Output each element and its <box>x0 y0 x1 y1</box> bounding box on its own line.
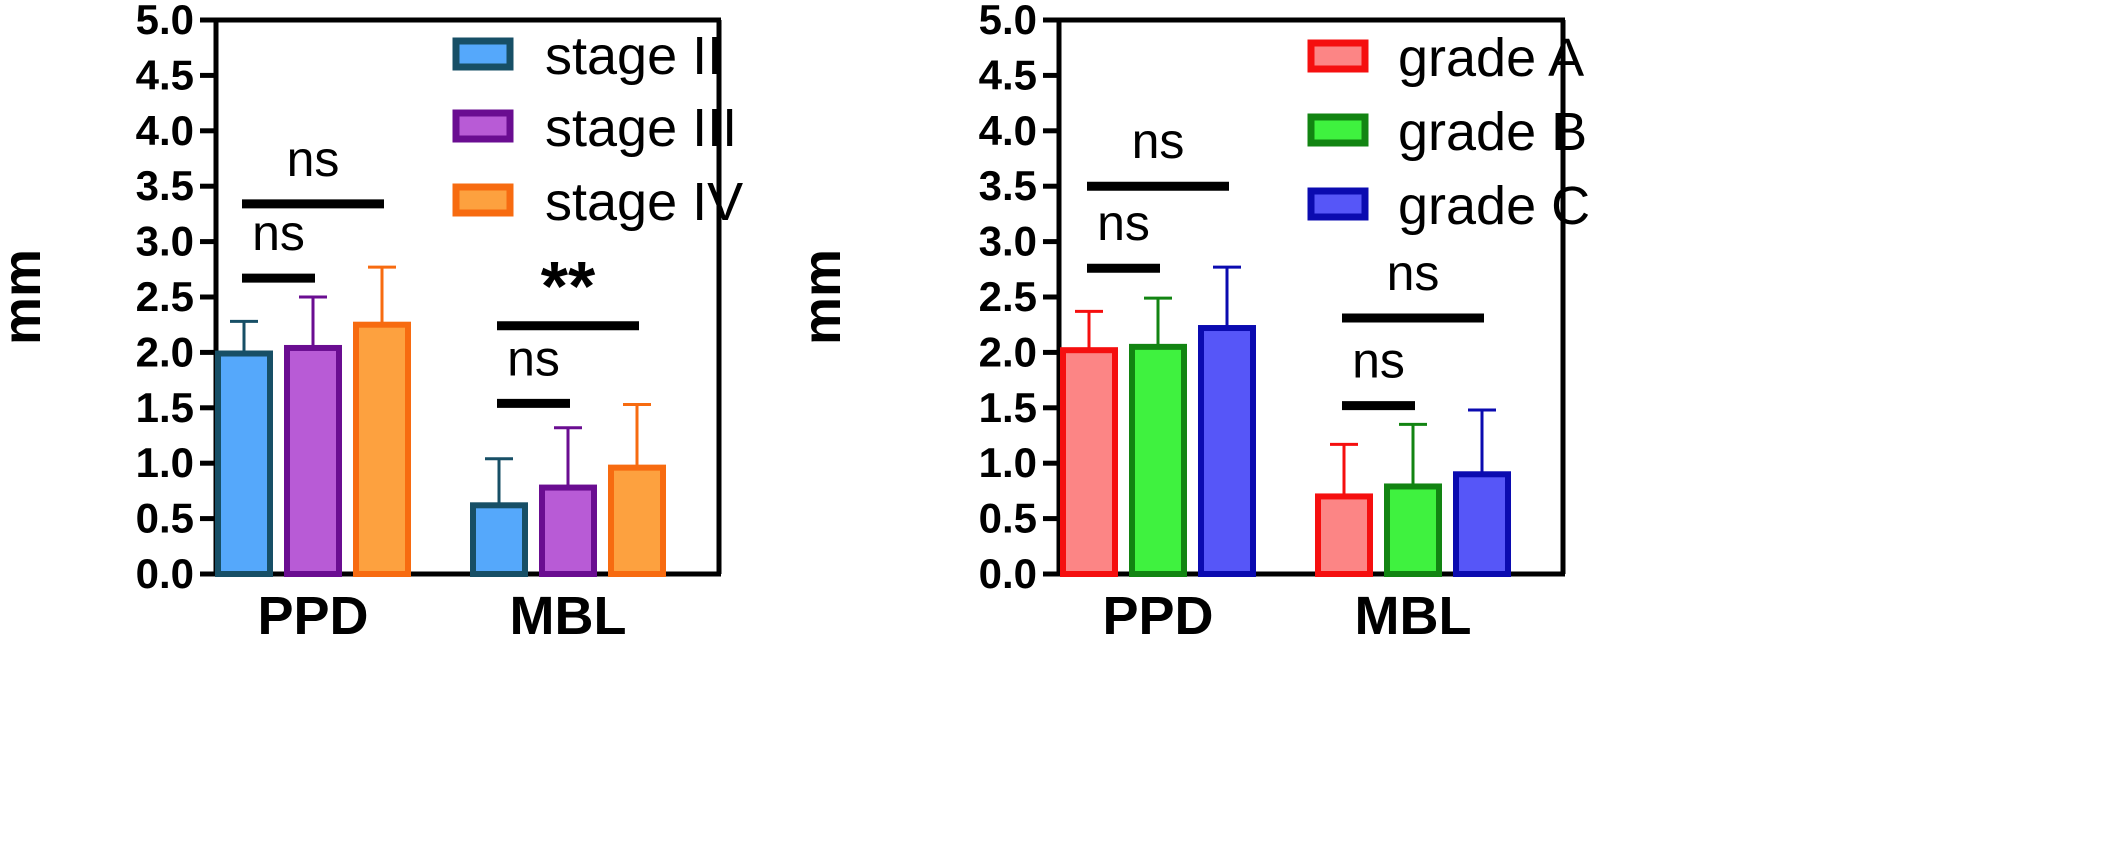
legend-label: grade B <box>1398 102 1587 162</box>
bar-stage-III-MBL <box>539 484 597 577</box>
bar-stage-III-PPD <box>284 344 342 577</box>
y-tick-label: 2.5 <box>136 273 194 320</box>
bar-stage-II-MBL <box>470 502 528 577</box>
y-tick-label: 4.5 <box>136 51 194 98</box>
legend-swatch <box>1307 39 1369 73</box>
legend-swatch <box>452 109 514 143</box>
legend-swatch <box>1307 113 1369 147</box>
legend-label: grade C <box>1398 176 1590 236</box>
significance-label: ns <box>287 131 340 187</box>
y-tick-label: 0.5 <box>136 495 194 542</box>
y-tick-label: 5.0 <box>979 0 1037 43</box>
bar-grade-C-MBL <box>1453 471 1511 577</box>
y-tick-label: 0.0 <box>979 550 1037 597</box>
chart-panel-1: 0.0 0.5 1.0 1.5 2.0 2.5 3.0 3.5 4.0 4.5 5.0 mm PPD MB… <box>0 0 743 646</box>
bar-stage-IV-PPD <box>353 321 411 578</box>
y-tick-label: 4.0 <box>979 107 1037 154</box>
y-tick-label: 1.0 <box>979 439 1037 486</box>
legend-label: stage II <box>545 26 722 86</box>
y-tick-label: 3.0 <box>136 218 194 265</box>
significance-label: ns <box>1097 195 1150 251</box>
y-axis-label: mm <box>792 249 852 345</box>
significance-label: ns <box>507 330 560 386</box>
y-tick-label: 0.0 <box>136 550 194 597</box>
y-tick-label: 4.5 <box>979 51 1037 98</box>
bar-grade-A-MBL <box>1315 493 1373 577</box>
bar-grade-B-MBL <box>1384 483 1442 577</box>
bar-stage-II-PPD <box>215 350 273 577</box>
y-tick-label: 0.5 <box>979 495 1037 542</box>
chart-panel-2: 0.0 0.5 1.0 1.5 2.0 2.5 3.0 3.5 4.0 4.5 5.0 mm PPD MB… <box>792 0 1590 646</box>
bar-grade-A-PPD <box>1060 347 1118 577</box>
legend-swatch <box>452 183 514 217</box>
y-tick-label: 3.5 <box>979 162 1037 209</box>
x-category-label: PPD <box>1102 586 1213 646</box>
significance-label: ns <box>1132 113 1185 169</box>
x-category-label: MBL <box>1355 586 1472 646</box>
bar-stage-IV-MBL <box>608 464 666 577</box>
significance-label: ns <box>252 205 305 261</box>
significance-label: ns <box>1387 245 1440 301</box>
y-tick-label: 1.5 <box>136 384 194 431</box>
y-tick-label: 3.5 <box>136 162 194 209</box>
y-axis-label: mm <box>0 249 52 345</box>
bar-grade-B-PPD <box>1129 343 1187 577</box>
y-tick-label: 2.0 <box>136 328 194 375</box>
bar-grade-C-PPD <box>1198 325 1256 577</box>
y-tick-label: 2.5 <box>979 273 1037 320</box>
y-tick-label: 4.0 <box>136 107 194 154</box>
y-tick-label: 5.0 <box>136 0 194 43</box>
legend-label: stage IV <box>545 172 743 232</box>
y-tick-label: 1.5 <box>979 384 1037 431</box>
y-tick-label: 2.0 <box>979 328 1037 375</box>
legend-swatch <box>452 37 514 71</box>
legend-swatch <box>1307 187 1369 221</box>
y-tick-label: 3.0 <box>979 218 1037 265</box>
significance-label: ** <box>541 247 596 325</box>
legend-label: stage III <box>545 98 737 158</box>
x-category-label: MBL <box>510 586 627 646</box>
significance-label: ns <box>1352 333 1405 389</box>
x-category-label: PPD <box>257 586 368 646</box>
y-tick-label: 1.0 <box>136 439 194 486</box>
legend-label: grade A <box>1398 28 1584 88</box>
